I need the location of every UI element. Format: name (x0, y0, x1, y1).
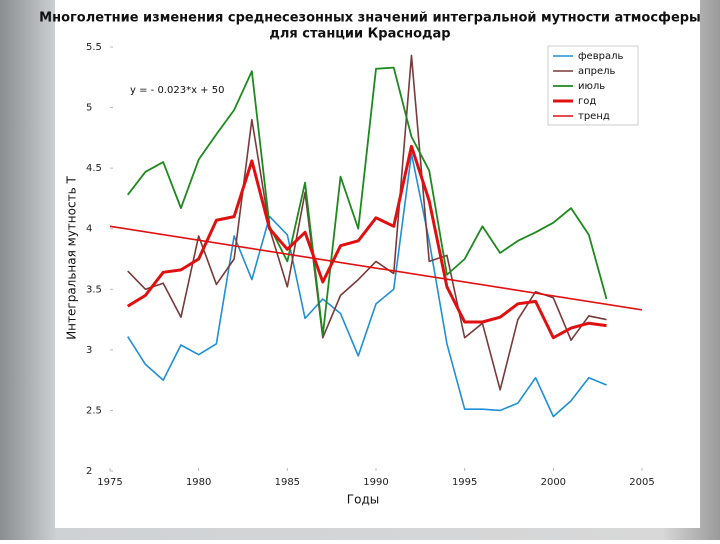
x-axis-label: Годы (347, 493, 379, 507)
x-tick-label: 2005 (629, 477, 654, 488)
y-tick-label: 5.5 (86, 42, 102, 53)
x-tick-label: 2000 (541, 477, 566, 488)
chart-subtitle: для станции Краснодар (269, 27, 450, 42)
series-line (127, 54, 607, 391)
legend-label: февраль (578, 51, 623, 62)
x-tick-label: 1985 (275, 477, 300, 488)
y-tick-label: 2 (86, 466, 92, 477)
y-tick-label: 5 (86, 103, 92, 114)
annotation: y = - 0.023*x + 50 (130, 85, 224, 96)
series-line (109, 225, 643, 311)
x-tick-label: 1975 (97, 477, 122, 488)
x-tick-label: 1990 (363, 477, 388, 488)
y-tick-label: 4 (86, 224, 92, 235)
y-tick-label: 3.5 (86, 284, 102, 295)
legend-label: год (578, 96, 596, 107)
series-line (127, 66, 608, 337)
y-tick-label: 2.5 (86, 405, 102, 416)
series-line (127, 152, 607, 418)
chart-title: Многолетние изменения среднесезонных зна… (39, 11, 701, 26)
y-tick-label: 3 (86, 345, 92, 356)
y-tick-label: 4.5 (86, 163, 102, 174)
series-line (126, 144, 607, 340)
x-tick-label: 1980 (186, 477, 211, 488)
x-tick-label: 1995 (452, 477, 477, 488)
legend-label: апрель (578, 66, 616, 77)
legend-label: июль (578, 81, 605, 92)
legend-label: тренд (578, 111, 610, 122)
y-axis-label: Интегральная мутность Т (65, 176, 79, 340)
